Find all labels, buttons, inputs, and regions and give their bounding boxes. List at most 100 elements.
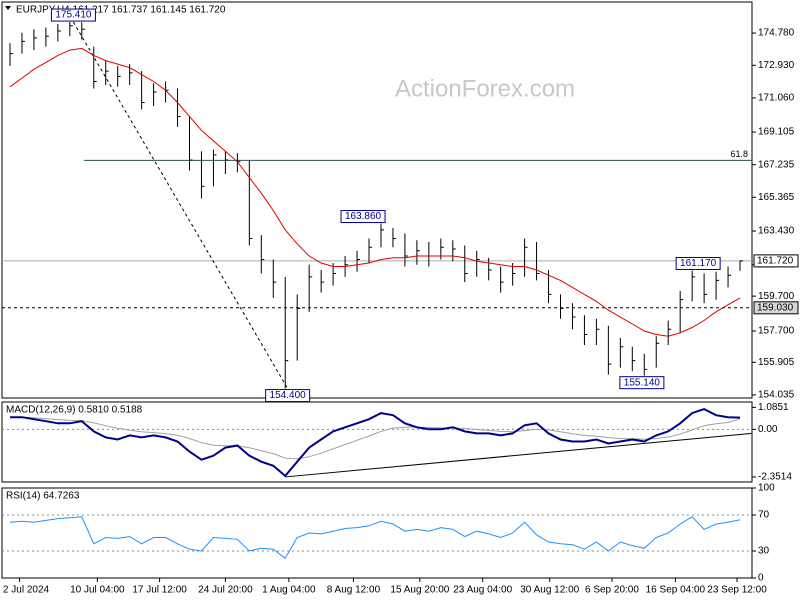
ohlc-bar: [356, 250, 361, 272]
swing-label-box: [340, 210, 386, 224]
ohlc-bar: [296, 294, 301, 361]
ohlc-bar: [703, 273, 708, 304]
ohlc-bar: [212, 149, 217, 187]
y-tick-label: 167.235: [758, 159, 795, 170]
panel-title: EURJPY,H4 161.217 161.737 161.145 161.72…: [16, 5, 226, 16]
y-tick-label: 157.700: [758, 326, 795, 337]
ohlc-bar: [631, 346, 636, 372]
y-tick-label: 1.0851: [758, 402, 789, 413]
macd-trend-line: [285, 432, 753, 478]
ohlc-bar: [488, 257, 492, 281]
ohlc-bar: [452, 240, 456, 262]
y-tick-label: 0: [758, 573, 764, 584]
y-tick-label: 70: [758, 510, 770, 521]
x-tick-label: 8 Aug 12:00: [327, 585, 381, 596]
ohlc-bar: [679, 290, 684, 333]
ohlc-bar: [595, 318, 600, 345]
ohlc-bar: [93, 46, 97, 89]
y-tick-label: 169.105: [758, 127, 795, 138]
title-marker: [5, 6, 11, 10]
swing-label: 161.170: [680, 258, 717, 269]
y-tick-label: -2.3514: [758, 472, 792, 483]
y-tick-label: 163.430: [758, 226, 795, 237]
y-tick-label: 174.780: [758, 28, 795, 39]
panel-title: RSI(14) 64.7263: [6, 491, 80, 502]
x-tick-label: 15 Aug 20:00: [390, 585, 449, 596]
swing-label: 155.140: [624, 377, 661, 388]
x-tick-label: 16 Sep 04:00: [646, 585, 706, 596]
x-tick-label: 10 Jul 04:00: [70, 585, 125, 596]
x-tick-label: 30 Aug 12:00: [520, 585, 579, 596]
ohlc-bar: [117, 65, 121, 87]
x-tick-label: 2 Jul 2024: [3, 585, 50, 596]
ohlc-bar: [57, 23, 61, 42]
x-tick-label: 17 Jul 12:00: [132, 585, 187, 596]
x-tick-label: 1 Aug 04:00: [262, 585, 316, 596]
x-tick-label: 24 Jul 20:00: [198, 585, 253, 596]
swing-label-box: [619, 376, 665, 390]
x-tick-label: 23 Sep 12:00: [707, 585, 767, 596]
ohlc-bar: [45, 27, 49, 47]
ohlc-bar: [583, 315, 588, 345]
y-tick-label: 154.035: [758, 390, 795, 401]
ohlc-bar: [715, 271, 720, 300]
ohlc-bar: [368, 238, 373, 263]
swing-label-box: [675, 256, 721, 270]
ohlc-bar: [33, 29, 37, 51]
swing-label-box: [50, 8, 96, 22]
ohlc-bar: [260, 235, 265, 274]
ohlc-bar: [524, 238, 528, 277]
y-tick-label: 0.00: [758, 424, 778, 435]
price-tag-label: 159.030: [757, 302, 794, 313]
ohlc-bar: [560, 294, 564, 319]
x-tick-label: 6 Sep 20:00: [585, 585, 639, 596]
ohlc-bar: [571, 303, 576, 330]
ohlc-bar: [536, 242, 540, 281]
ohlc-bar: [416, 240, 420, 265]
price-tag-label: 161.720: [757, 256, 794, 267]
ohlc-bar: [727, 266, 732, 288]
ohlc-bar: [643, 353, 648, 376]
swing-label: 163.860: [345, 211, 382, 222]
ohlc-bar: [464, 245, 468, 283]
y-tick-label: 155.905: [758, 357, 795, 368]
ohlc-bar: [105, 60, 109, 86]
y-tick-label: 159.700: [758, 291, 795, 302]
ohlc-bar: [81, 22, 85, 40]
ohlc-bar: [739, 260, 744, 271]
ohlc-bar: [9, 43, 13, 66]
swing-label: 154.400: [270, 390, 307, 401]
ohlc-bar: [177, 88, 181, 127]
x-tick-label: 23 Aug 04:00: [453, 585, 512, 596]
macd-line: [10, 408, 741, 478]
ohlc-bar: [284, 276, 289, 389]
ohlc-bar: [476, 250, 480, 277]
swing-label: 175.410: [55, 10, 92, 21]
ohlc-bar: [189, 116, 193, 171]
panel-frame: [1, 401, 753, 483]
ohlc-bar: [404, 233, 408, 267]
ohlc-bar: [248, 160, 253, 246]
ohlc-bar: [320, 269, 325, 293]
ohlc-bar: [308, 264, 313, 312]
panel-frame: [1, 1, 753, 399]
y-tick-label: 165.365: [758, 192, 795, 203]
fib-label: 61.8: [730, 149, 748, 159]
ohlc-bar: [224, 151, 229, 175]
ohlc-bar: [392, 228, 396, 248]
ohlc-bar: [619, 337, 624, 368]
panel-title: MACD(12,26,9) 0.5810 0.5188: [6, 405, 143, 416]
ohlc-bar: [667, 320, 672, 345]
moving-average: [9, 47, 741, 337]
ohlc-bar: [691, 270, 696, 302]
ohlc-bar: [655, 336, 660, 368]
rsi-line: [9, 516, 741, 559]
y-tick-label: 30: [758, 546, 770, 557]
y-tick-label: 172.930: [758, 60, 795, 71]
trend-line: [72, 21, 289, 389]
y-tick-label: 100: [758, 483, 775, 494]
ohlc-bar: [69, 22, 73, 37]
price-tag: [753, 254, 799, 268]
ohlc-bar: [153, 83, 157, 106]
